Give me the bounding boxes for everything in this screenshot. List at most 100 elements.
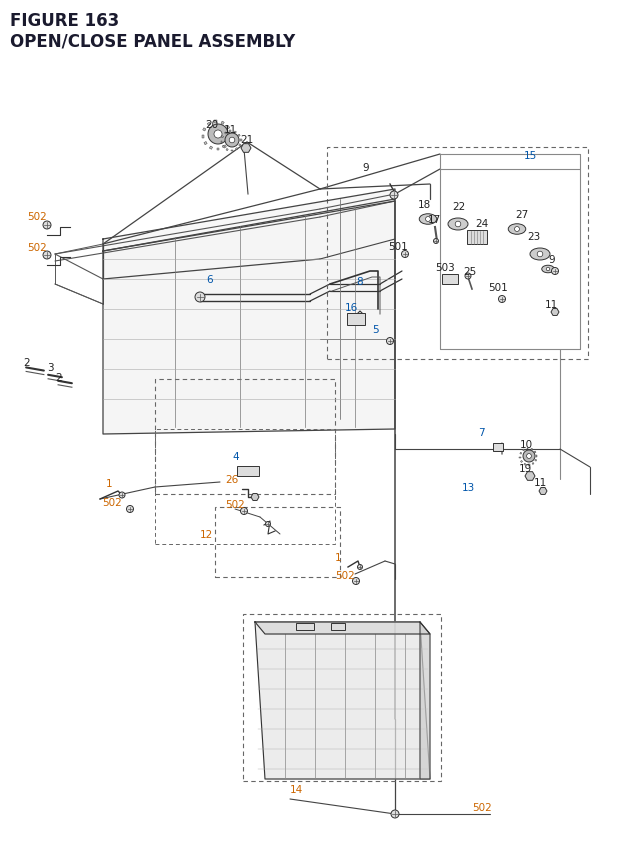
Text: 14: 14 (290, 784, 303, 794)
Text: 18: 18 (418, 200, 431, 210)
Bar (230, 131, 231, 133)
Bar (231, 151, 233, 152)
Text: 502: 502 (27, 243, 47, 253)
Bar (207, 123, 211, 127)
Ellipse shape (508, 225, 525, 235)
Circle shape (552, 268, 559, 276)
Text: 502: 502 (225, 499, 244, 510)
Circle shape (465, 274, 471, 280)
Circle shape (241, 508, 248, 515)
Text: 1: 1 (335, 553, 342, 562)
Text: 502: 502 (472, 802, 492, 812)
Ellipse shape (448, 219, 468, 231)
Bar (331, 623, 345, 629)
Text: 23: 23 (527, 232, 540, 242)
Bar (203, 128, 206, 132)
Text: 19: 19 (519, 463, 532, 474)
Bar (531, 449, 532, 450)
Text: 24: 24 (475, 219, 488, 229)
Text: 502: 502 (102, 498, 122, 507)
Polygon shape (103, 201, 395, 435)
Bar (214, 121, 217, 124)
Text: 1: 1 (106, 479, 113, 488)
Polygon shape (551, 309, 559, 316)
Polygon shape (251, 494, 259, 501)
Text: 15: 15 (524, 151, 537, 161)
Circle shape (426, 217, 431, 222)
Circle shape (214, 131, 222, 139)
Bar (534, 451, 536, 454)
Text: 5: 5 (372, 325, 379, 335)
Text: 3: 3 (47, 362, 54, 373)
Text: 27: 27 (515, 210, 528, 220)
Bar (229, 133, 232, 136)
Bar (347, 313, 365, 325)
Text: 25: 25 (463, 267, 476, 276)
Circle shape (208, 125, 228, 145)
Circle shape (353, 578, 360, 585)
Text: 501: 501 (488, 282, 508, 293)
Circle shape (127, 506, 134, 513)
Bar (204, 142, 207, 146)
Bar (532, 463, 534, 465)
Bar (520, 461, 522, 463)
Circle shape (433, 239, 438, 245)
Bar (467, 231, 487, 245)
Polygon shape (255, 623, 430, 635)
Bar (240, 140, 241, 142)
Bar (221, 136, 223, 139)
Circle shape (455, 222, 461, 227)
Circle shape (266, 522, 271, 527)
Bar (155, 430, 335, 544)
Bar (535, 460, 537, 461)
Bar (519, 457, 521, 459)
Ellipse shape (541, 266, 554, 274)
Ellipse shape (419, 214, 436, 225)
Circle shape (499, 296, 506, 303)
Polygon shape (255, 623, 430, 779)
Bar (228, 140, 231, 144)
Bar (442, 275, 458, 285)
Text: 17: 17 (428, 214, 441, 225)
Text: 6: 6 (206, 275, 212, 285)
Text: 502: 502 (335, 570, 355, 580)
Circle shape (401, 251, 408, 258)
Bar (237, 467, 259, 476)
Text: 9: 9 (548, 255, 555, 264)
Bar (238, 135, 240, 137)
Polygon shape (525, 472, 535, 480)
Text: 12: 12 (200, 530, 213, 539)
Bar (222, 146, 225, 148)
Text: 16: 16 (345, 303, 358, 313)
Circle shape (387, 338, 394, 345)
Circle shape (119, 492, 125, 499)
Bar (225, 133, 227, 135)
Bar (221, 122, 224, 125)
Text: 21: 21 (240, 135, 253, 145)
Bar (524, 464, 526, 466)
Circle shape (229, 138, 235, 144)
Text: 22: 22 (452, 201, 465, 212)
Text: 10: 10 (520, 439, 533, 449)
Text: 8: 8 (356, 276, 363, 287)
Polygon shape (420, 623, 430, 779)
Bar (234, 132, 236, 134)
Text: 2: 2 (23, 357, 29, 368)
Text: 4: 4 (232, 451, 239, 461)
Bar (209, 147, 212, 150)
Polygon shape (103, 189, 395, 251)
Bar (243, 614, 441, 781)
Text: 13: 13 (462, 482, 476, 492)
Text: 11: 11 (224, 125, 237, 135)
Bar (223, 146, 227, 149)
Bar (239, 145, 241, 147)
Bar (523, 449, 525, 451)
Bar (227, 127, 230, 130)
Polygon shape (539, 488, 547, 495)
Circle shape (515, 227, 520, 232)
Text: OPEN/CLOSE PANEL ASSEMBLY: OPEN/CLOSE PANEL ASSEMBLY (10, 32, 295, 50)
Circle shape (43, 222, 51, 230)
Circle shape (358, 565, 362, 570)
Circle shape (43, 251, 51, 260)
Text: 2: 2 (55, 373, 61, 382)
